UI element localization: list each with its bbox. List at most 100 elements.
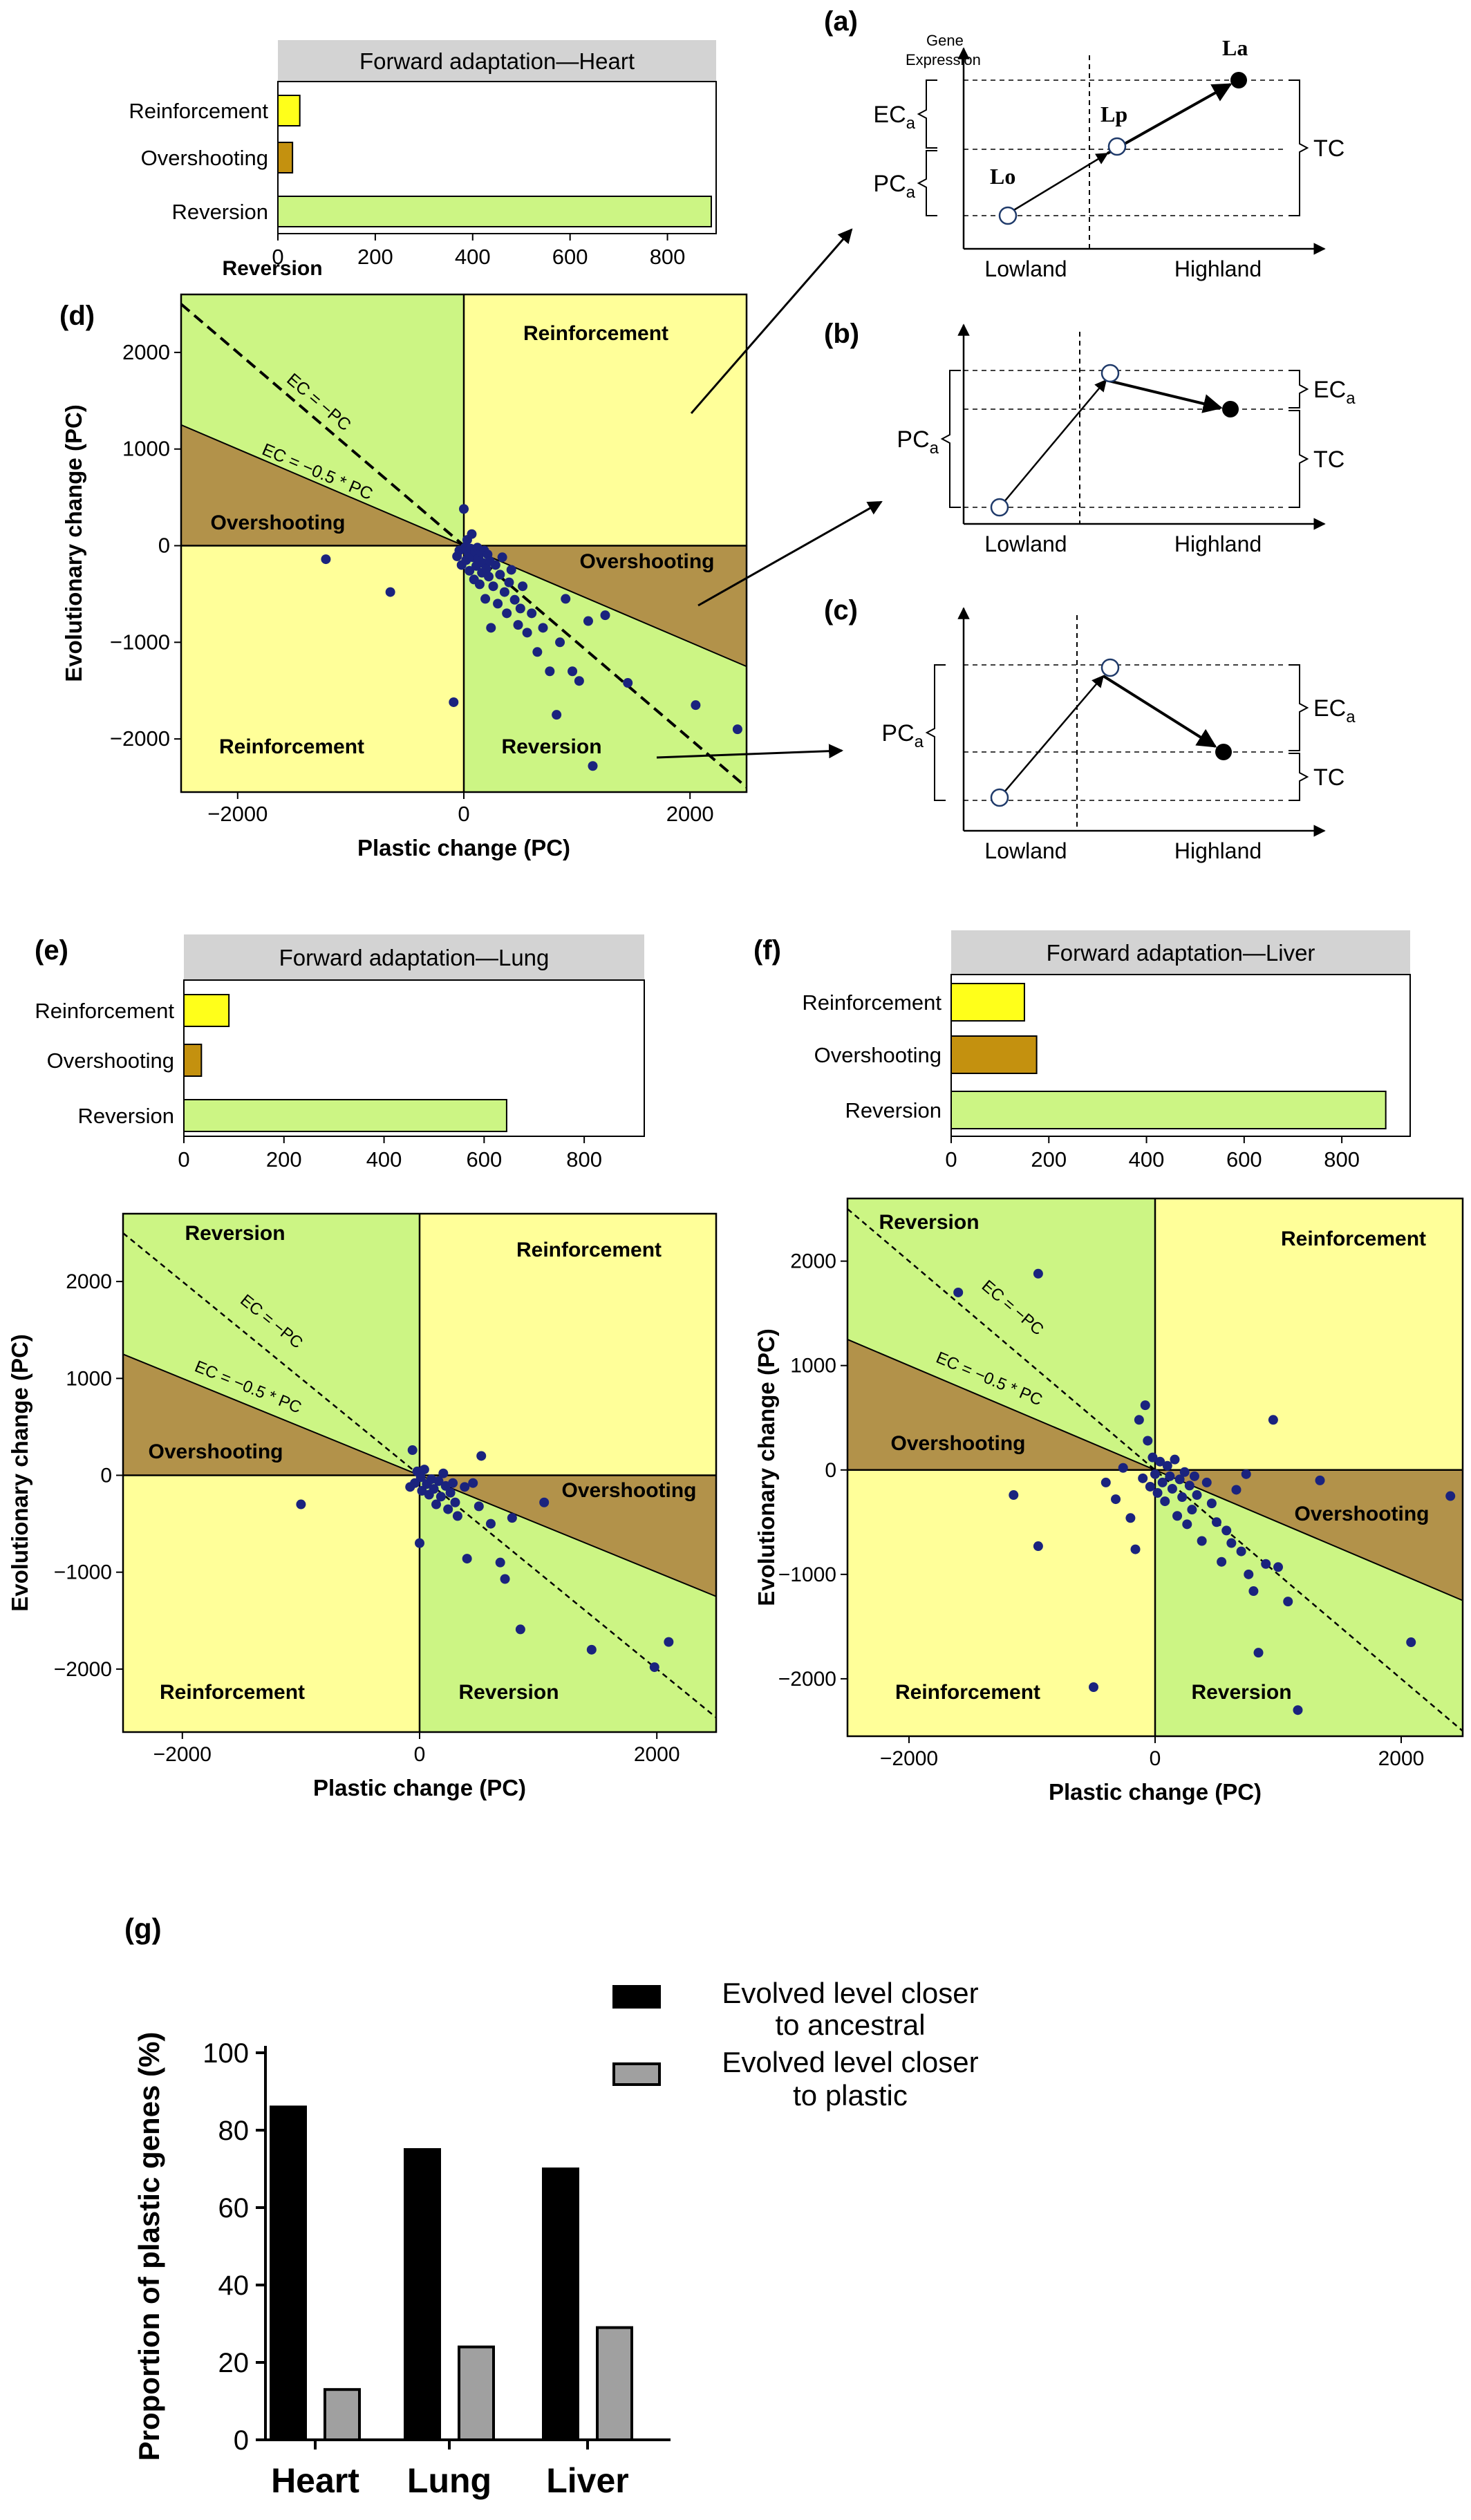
category-label-reversion: Reversion [171,200,268,224]
data-point [1201,1477,1212,1487]
data-point [1134,1415,1144,1425]
region-reversion-upper [181,294,464,546]
region-label-overshooting: Overshooting [1294,1503,1429,1525]
bar-heart-ancestral [270,2105,307,2441]
evolution-arrow [1105,379,1223,413]
data-point [538,623,548,633]
panel-label-g: (g) [124,1912,162,1945]
data-point [495,570,505,580]
data-point [483,572,494,582]
category-label-reversion: Reversion [845,1098,941,1122]
data-point [1162,1460,1172,1471]
data-point [488,581,498,592]
data-point [481,564,491,574]
data-point [507,1513,517,1523]
highland-label: Highland [1174,838,1262,863]
data-point [296,1499,306,1510]
x-tick-label: 600 [1226,1147,1262,1172]
ec-c-label-main: EC [1313,695,1346,722]
region-reinforcement-upper [420,1214,716,1476]
panel-label-d: (d) [59,301,95,331]
data-point [1111,1494,1121,1505]
data-point [539,1497,550,1507]
pc-b-label-main: PC [897,426,929,453]
pc-a-label-sub: a [906,183,916,202]
x-tick-label: 800 [1324,1147,1360,1172]
data-point [1143,1436,1153,1446]
region-reinforcement-lower [123,1475,420,1732]
y-tick-label: −1000 [54,1561,112,1584]
data-point [1125,1513,1136,1523]
line-ec-minus-pc [847,1208,1463,1732]
region-label-reversion: Reversion [222,257,322,280]
bar-reinforcement [277,95,301,126]
scatter-plot-heart: Reversion Reinforcement Overshooting Oversh… [61,257,748,861]
data-point [527,608,537,619]
x-tick-label: 200 [1031,1147,1067,1172]
plastic-arrow [1009,152,1109,214]
evolution-arrow [1102,675,1217,748]
region-label-overshooting: Overshooting [210,511,345,534]
bar-overshooting [183,1044,203,1077]
data-point [1206,1498,1217,1509]
data-point [518,581,528,592]
region-reversion-lower [464,545,747,792]
highland-adapted-circle [1222,401,1239,417]
data-point [515,603,525,614]
data-point [504,577,514,587]
x-tick-label: −2000 [207,802,268,826]
ec-a-label: ECa [873,102,915,133]
data-point [664,1637,674,1647]
data-point [1140,1400,1150,1411]
pc-a-label-main: PC [873,171,906,197]
y-tick-label: 0 [234,2425,249,2456]
bar-reversion [183,1099,507,1132]
data-point [415,1538,424,1548]
connector-arrow-b [697,500,883,607]
region-label-reversion: Reversion [501,735,601,758]
panel-label-e: (e) [35,935,68,966]
ec-c-label: ECa [1313,695,1356,726]
data-point [449,697,459,707]
chart-title: Forward adaptation—Lung [279,945,550,970]
data-point [1212,1517,1221,1527]
bar-chart-heart: Forward adaptation—Heart Reinforcement Ove… [129,40,717,269]
data-point [1315,1475,1325,1485]
data-point [1273,1562,1283,1572]
data-point [1248,1586,1259,1597]
y-tick-label: −2000 [778,1668,836,1691]
region-label-reinforcement: Reinforcement [523,322,668,345]
lowland-plastic-circle [1100,364,1120,383]
y-tick-label: 1000 [790,1355,836,1377]
pc-c-brace [925,664,946,801]
data-point [561,594,571,604]
bar-chart-lung: Forward adaptation—Lung Reinforcement Over… [35,934,645,1172]
y-axis-title: Proportion of plastic genes (%) [133,2032,165,2461]
data-point [552,710,562,720]
data-point [1033,1541,1043,1552]
data-point [532,647,543,657]
data-point [1155,1456,1165,1467]
region-reversion-upper [847,1198,1155,1470]
bar-lung-ancestral [404,2148,441,2441]
category-label-lung: Lung [407,2461,491,2500]
lowland-label: Lowland [984,838,1067,863]
category-label-reversion: Reversion [77,1104,174,1128]
bar-reinforcement [183,994,230,1027]
legend-label-line1: Evolved level closer [722,1977,978,2009]
category-label-reinforcement: Reinforcement [802,990,941,1015]
chart-title-box [951,930,1410,975]
data-point [588,761,598,771]
region-label-reversion: Reversion [458,1681,559,1704]
highland-adapted-circle [1230,72,1247,88]
data-point [385,587,395,597]
region-label-overshooting: Overshooting [561,1479,696,1502]
data-point [1150,1469,1160,1479]
category-label-overshooting: Overshooting [814,1043,941,1067]
y-tick-label: 0 [825,1459,836,1482]
chart-title-box [278,40,716,82]
bar-lung-plastic [458,2345,495,2442]
y-axis-title: Evolutionary change (PC) [7,1334,32,1612]
data-point [415,1472,426,1483]
data-point [1172,1511,1183,1521]
